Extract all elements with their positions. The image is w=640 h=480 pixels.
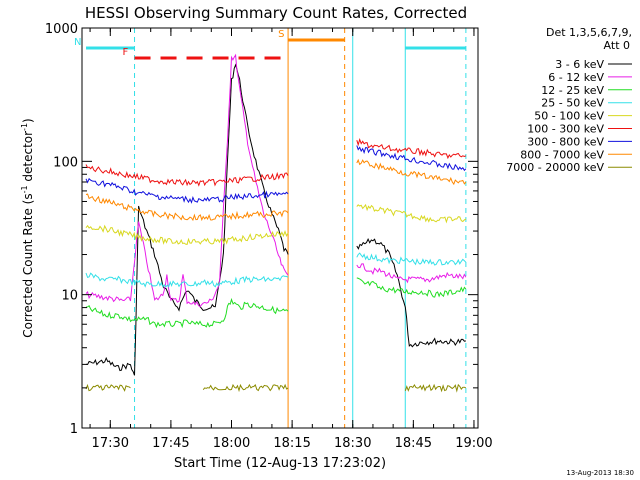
legend-label-800-7000-kev: 800 - 7000 keV bbox=[520, 148, 604, 161]
series-line-segment-0 bbox=[85, 272, 289, 288]
series-100-300-kev bbox=[85, 138, 467, 187]
y-tick-label: 1000 bbox=[45, 22, 78, 37]
series-line-segment-1 bbox=[202, 383, 289, 393]
series-25-50-kev bbox=[85, 252, 467, 288]
series-3-6-kev bbox=[85, 63, 466, 376]
flag-label-n: N bbox=[74, 37, 81, 48]
legend-label-7000-20000-kev: 7000 - 20000 keV bbox=[506, 161, 604, 174]
x-tick-label: 18:45 bbox=[395, 436, 432, 451]
legend-label-12-25-kev: 12 - 25 keV bbox=[541, 84, 604, 97]
series-line-segment-1 bbox=[356, 138, 467, 160]
series-300-800-kev bbox=[85, 145, 467, 204]
series-7000-20000-kev bbox=[85, 383, 467, 393]
timestamp-label: 13-Aug-2013 18:30 bbox=[566, 469, 634, 477]
series-line-segment-0 bbox=[85, 53, 289, 308]
x-tick-label: 18:00 bbox=[213, 436, 250, 451]
series-line-segment-1 bbox=[356, 252, 467, 266]
x-tick-label: 17:45 bbox=[152, 436, 189, 451]
series-6-12-kev bbox=[85, 53, 467, 308]
series-line-segment-0 bbox=[85, 63, 289, 376]
flag-label-s: S bbox=[278, 29, 284, 40]
series-line-segment-0 bbox=[85, 164, 289, 187]
series-line-segment-1 bbox=[356, 158, 467, 186]
series-50-100-kev bbox=[85, 203, 467, 245]
legend-label-6-12-kev: 6 - 12 keV bbox=[548, 71, 604, 84]
legend-subtitle: Att 0 bbox=[604, 39, 630, 52]
legend-label-50-100-kev: 50 - 100 keV bbox=[534, 110, 604, 123]
y-tick-label: 1 bbox=[70, 422, 78, 437]
legend-label-3-6-kev: 3 - 6 keV bbox=[555, 58, 604, 71]
series-line-segment-0 bbox=[85, 177, 289, 204]
series-line-segment-0 bbox=[85, 383, 131, 392]
x-tick-label: 17:30 bbox=[92, 436, 129, 451]
series-line-segment-1 bbox=[356, 263, 467, 284]
x-tick-label: 18:30 bbox=[334, 436, 371, 451]
x-tick-label: 19:00 bbox=[455, 436, 492, 451]
series-line-segment-1 bbox=[356, 277, 467, 298]
plot-frame bbox=[81, 27, 479, 429]
x-axis-label: Start Time (12-Aug-13 17:23:02) bbox=[174, 456, 386, 471]
series-line-segment-1 bbox=[356, 145, 467, 172]
series-line-segment-1 bbox=[356, 203, 467, 224]
legend-title: Det 1,3,5,6,7,9, bbox=[546, 26, 632, 39]
y-tick-label: 100 bbox=[53, 155, 78, 170]
series-line-segment-2 bbox=[404, 383, 467, 393]
series-line-segment-0 bbox=[85, 297, 289, 329]
legend-label-100-300-kev: 100 - 300 keV bbox=[527, 123, 604, 136]
y-tick-label: 10 bbox=[61, 289, 78, 304]
legend-label-300-800-kev: 300 - 800 keV bbox=[527, 135, 604, 148]
flag-label-f: F bbox=[123, 47, 129, 58]
y-axis-label: Corrected Count Rate (s-1 detector-1) bbox=[20, 118, 35, 337]
chart-title: HESSI Observing Summary Count Rates, Cor… bbox=[85, 4, 467, 22]
legend-label-25-50-kev: 25 - 50 keV bbox=[541, 97, 604, 110]
series-line-segment-0 bbox=[85, 224, 289, 245]
series-12-25-kev bbox=[85, 277, 467, 329]
series-line-segment-1 bbox=[356, 238, 466, 348]
series-800-7000-kev bbox=[85, 158, 467, 222]
series-line-segment-0 bbox=[85, 193, 289, 222]
x-tick-label: 18:15 bbox=[273, 436, 310, 451]
